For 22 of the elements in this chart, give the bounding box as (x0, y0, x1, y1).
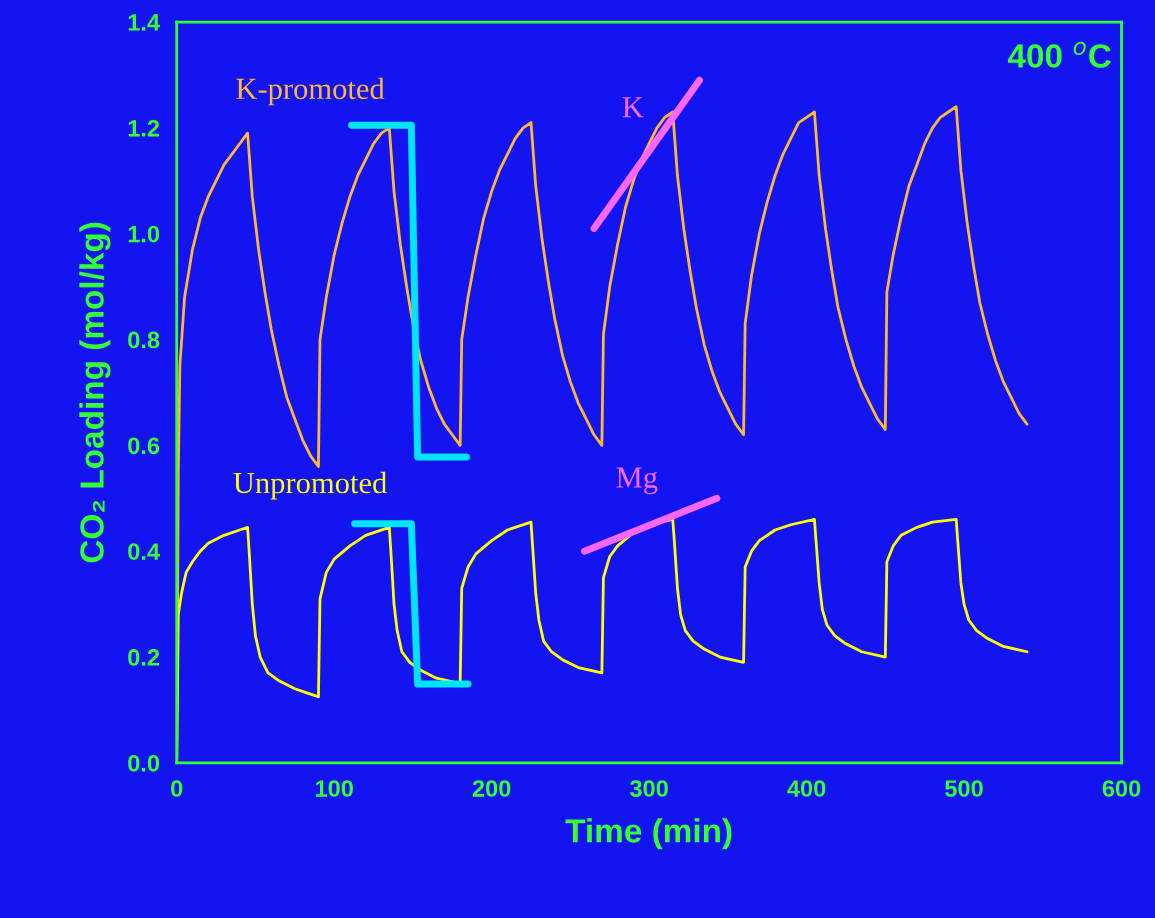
y-tick-label: 0.8 (128, 331, 160, 349)
y-axis-title: CO₂ Loading (mol/kg) (79, 222, 111, 563)
y-tick-label: 1.4 (128, 14, 160, 31)
y-tick-label: 0.6 (128, 437, 160, 455)
y-tick-label: 0.2 (128, 649, 160, 666)
x-tick-label: 200 (472, 780, 511, 797)
x-tick-label: 600 (1102, 780, 1141, 797)
y-tick-label: 0.0 (128, 754, 160, 772)
x-tick-label: 300 (629, 780, 668, 797)
annotation: 400 $^{o}$C (1007, 41, 1111, 68)
x-tick-label: 100 (315, 780, 353, 797)
x-tick-label: 400 (787, 780, 826, 797)
series-label: K-promoted (236, 77, 385, 106)
x-tick-label: 500 (945, 780, 983, 797)
series-label: Unpromoted (233, 471, 387, 500)
x-tick-label: 0 (171, 780, 183, 797)
y-tick-label: 0.4 (128, 543, 160, 560)
x-axis-title: Time (min) (565, 818, 732, 850)
y-tick-label: 1.2 (128, 119, 160, 137)
series-label: K (622, 97, 644, 118)
series-label: Mg (616, 467, 658, 495)
y-tick-label: 1.0 (128, 225, 160, 243)
